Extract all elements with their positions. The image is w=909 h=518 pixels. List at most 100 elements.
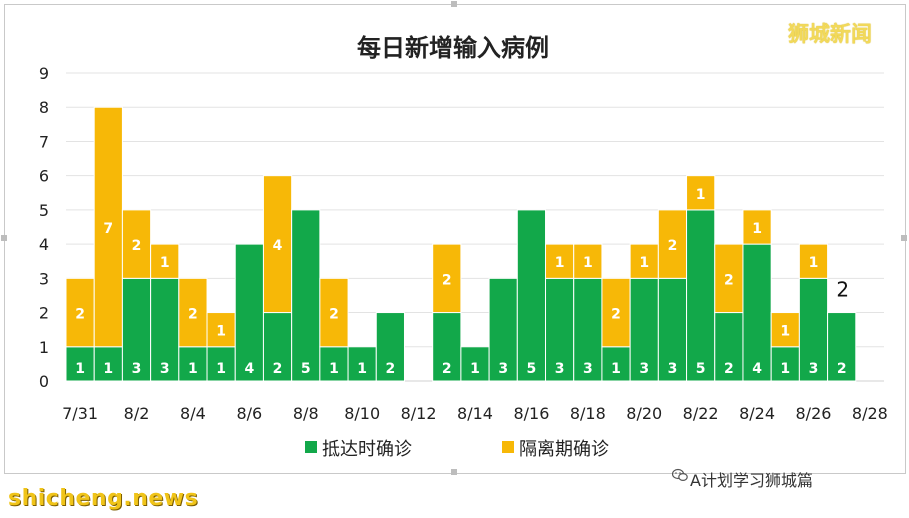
bar-arrival — [460, 346, 490, 382]
bar-arrival — [375, 312, 405, 382]
x-tick-label: 8/12 — [401, 404, 437, 423]
x-tick-label: 8/22 — [683, 404, 719, 423]
bar-quarantine — [93, 106, 123, 348]
bar-label-quarantine: 1 — [583, 255, 593, 271]
bar-label-quarantine: 4 — [273, 238, 283, 254]
bar-label-arrival: 3 — [639, 361, 649, 377]
bar-quarantine — [206, 312, 236, 348]
bar-label-quarantine: 7 — [103, 221, 113, 237]
bar-arrival — [657, 277, 688, 382]
bar-label-arrival: 1 — [329, 361, 339, 377]
bar-label-quarantine: 1 — [752, 221, 762, 237]
bar-arrival — [206, 346, 236, 382]
annotation-label: 2 — [836, 278, 849, 302]
x-tick-label: 8/8 — [293, 404, 319, 423]
bar-label-quarantine: 2 — [188, 307, 198, 323]
x-tick-label: 8/24 — [739, 404, 775, 423]
y-tick-label: 4 — [39, 235, 49, 254]
legend-swatch — [305, 441, 317, 453]
bar-label-quarantine: 1 — [809, 255, 819, 271]
resize-handle-bottom[interactable] — [451, 469, 457, 475]
bar-label-arrival: 2 — [442, 361, 452, 377]
x-tick-label: 8/6 — [236, 404, 262, 423]
bar-label-quarantine: 1 — [696, 187, 706, 203]
bar-arrival — [573, 277, 603, 382]
y-tick-label: 2 — [39, 304, 49, 323]
watermark: 狮城新闻 — [788, 22, 872, 46]
bar-label-arrival: 3 — [555, 361, 565, 377]
resize-handle-top[interactable] — [451, 1, 457, 7]
bar-label-quarantine: 2 — [442, 272, 452, 288]
bar-arrival — [798, 277, 829, 382]
x-tick-label: 8/26 — [796, 404, 832, 423]
bar-label-arrival: 3 — [132, 361, 142, 377]
resize-handle-right[interactable] — [901, 235, 907, 241]
legend-label: 抵达时确诊 — [322, 439, 412, 460]
bar-quarantine — [262, 175, 293, 314]
bar-quarantine — [742, 209, 772, 245]
resize-handle-left[interactable] — [1, 235, 7, 241]
x-tick-label: 8/18 — [570, 404, 606, 423]
bar-quarantine — [319, 277, 349, 348]
bar-quarantine — [432, 243, 462, 314]
x-tick-label: 8/14 — [457, 404, 493, 423]
bar-quarantine — [657, 209, 688, 279]
y-tick-label: 3 — [39, 269, 49, 288]
bar-arrival — [178, 346, 208, 382]
x-tick-label: 8/28 — [852, 404, 888, 423]
bar-arrival — [150, 277, 180, 382]
bar-label-arrival: 1 — [103, 361, 113, 377]
y-tick-label: 6 — [39, 167, 49, 186]
bar-label-arrival: 2 — [724, 361, 734, 377]
bar-arrival — [714, 312, 744, 382]
y-tick-label: 8 — [39, 98, 49, 117]
x-tick-label: 8/20 — [626, 404, 662, 423]
bar-arrival — [262, 312, 293, 382]
bar-arrival — [234, 243, 264, 382]
bar-label-arrival: 1 — [188, 361, 198, 377]
x-tick-label: 8/2 — [124, 404, 150, 423]
legend-label: 隔离期确诊 — [519, 439, 609, 460]
bar-arrival — [93, 346, 123, 382]
bar-arrival — [65, 346, 95, 382]
bar-label-arrival: 5 — [527, 361, 537, 377]
x-tick-label: 7/31 — [62, 404, 98, 423]
bar-quarantine — [686, 175, 716, 211]
source-watermark: shicheng.news — [8, 486, 199, 511]
y-tick-label: 5 — [39, 201, 49, 220]
bar-label-quarantine: 1 — [216, 324, 226, 340]
bar-label-arrival: 1 — [470, 361, 480, 377]
bar-label-quarantine: 1 — [160, 255, 170, 271]
bar-label-arrival: 2 — [386, 361, 396, 377]
x-tick-label: 8/16 — [513, 404, 549, 423]
bar-label-arrival: 3 — [668, 361, 678, 377]
bar-quarantine — [573, 243, 603, 279]
bar-label-arrival: 3 — [160, 361, 170, 377]
bar-label-arrival: 5 — [301, 361, 311, 377]
legend-swatch — [502, 441, 514, 453]
bar-label-arrival: 5 — [696, 361, 706, 377]
bar-arrival — [601, 346, 631, 382]
bar-label-quarantine: 1 — [780, 324, 790, 340]
bar-arrival — [488, 277, 518, 382]
credit-text: A计划学习狮城篇 — [690, 471, 813, 490]
bar-label-arrival: 3 — [583, 361, 593, 377]
bar-label-arrival: 1 — [357, 361, 367, 377]
bar-quarantine — [770, 312, 800, 348]
bar-label-arrival: 1 — [75, 361, 85, 377]
bar-arrival — [516, 209, 547, 382]
y-tick-label: 1 — [39, 338, 49, 357]
chart-title: 每日新增输入病例 — [357, 34, 549, 62]
bar-label-quarantine: 2 — [329, 307, 339, 323]
x-tick-label: 8/4 — [180, 404, 206, 423]
bar-label-arrival: 1 — [780, 361, 790, 377]
chart: 每日新增输入病例 0 1 2 3 4 5 6 7 8 9 1 2 1 7 3 2 3 1 1 2 1 1 4 2 4 5 1 2 1 2 2 2… — [39, 34, 888, 460]
bar-label-quarantine: 2 — [75, 307, 85, 323]
bar-label-arrival: 4 — [244, 361, 254, 377]
bar-label-quarantine: 1 — [639, 255, 649, 271]
y-tick-label: 7 — [39, 132, 49, 151]
bar-quarantine — [798, 243, 829, 279]
bar-label-arrival: 1 — [611, 361, 621, 377]
bar-arrival — [432, 312, 462, 382]
bar-label-arrival: 2 — [273, 361, 283, 377]
